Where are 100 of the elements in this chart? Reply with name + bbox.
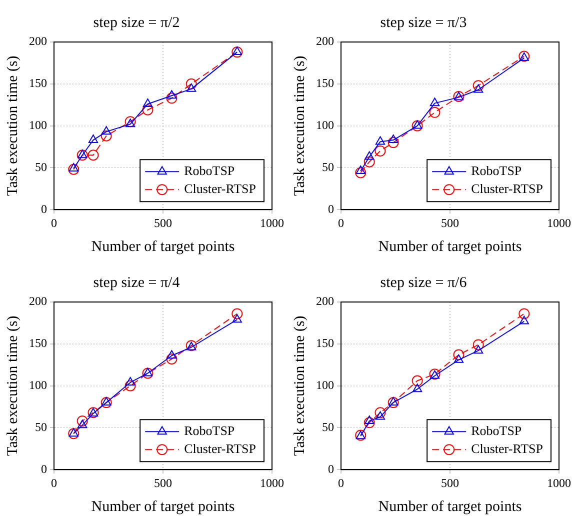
x-tick-label: 1000	[260, 476, 284, 490]
point	[356, 166, 366, 174]
point	[142, 104, 154, 116]
point	[100, 397, 112, 408]
x-axis-title: Number of target points	[91, 498, 235, 515]
point	[388, 134, 398, 144]
point	[166, 90, 177, 99]
point	[125, 376, 136, 386]
y-axis-title: Task execution time (s)	[292, 56, 308, 196]
x-tick-label: 500	[441, 216, 459, 230]
point	[101, 126, 112, 135]
point	[232, 308, 243, 320]
x-axis-title: Number of target points	[378, 498, 522, 515]
y-tick-label: 100	[29, 118, 47, 132]
chart-title: step size = π/3	[380, 14, 467, 31]
point	[412, 375, 423, 386]
point	[374, 407, 386, 418]
point	[388, 397, 399, 408]
legend-label: Cluster-RTSP	[184, 181, 256, 196]
y-tick-label: 150	[316, 336, 334, 350]
legend-label: RoboTSP	[471, 423, 522, 438]
point	[364, 417, 375, 428]
y-tick-label: 0	[328, 462, 334, 476]
chart-title: step size = π/4	[93, 274, 180, 291]
point	[472, 339, 484, 350]
y-tick-label: 0	[328, 202, 334, 216]
x-tick-label: 0	[338, 216, 344, 230]
point	[186, 78, 197, 90]
y-tick-label: 200	[316, 34, 334, 48]
point	[88, 134, 98, 144]
point	[125, 118, 136, 128]
y-axis-title: Task execution time (s)	[4, 56, 21, 196]
x-axis-title: Number of target points	[378, 238, 522, 255]
y-tick-label: 150	[29, 336, 47, 350]
point	[100, 130, 112, 142]
y-tick-label: 100	[29, 378, 47, 392]
point	[101, 397, 112, 406]
point	[364, 415, 374, 424]
legend-label: RoboTSP	[471, 163, 522, 178]
x-tick-label: 1000	[547, 476, 571, 490]
point	[124, 380, 136, 392]
point	[474, 84, 484, 93]
y-tick-label: 100	[316, 118, 334, 132]
point	[430, 98, 440, 106]
x-tick-label: 0	[51, 216, 57, 230]
point	[142, 98, 153, 108]
y-tick-label: 0	[41, 202, 47, 216]
y-tick-label: 0	[41, 462, 47, 476]
point	[472, 80, 484, 92]
x-tick-label: 0	[51, 476, 57, 490]
y-tick-label: 200	[316, 294, 334, 308]
point	[412, 384, 422, 392]
point	[474, 345, 484, 354]
point	[68, 163, 78, 172]
point	[142, 368, 153, 376]
legend-label: Cluster-RTSP	[471, 441, 544, 456]
point	[364, 151, 374, 160]
point	[412, 120, 423, 132]
x-tick-label: 500	[154, 216, 172, 230]
point	[166, 350, 177, 359]
y-tick-label: 150	[29, 76, 47, 90]
y-tick-label: 50	[322, 160, 334, 174]
y-tick-label: 100	[316, 378, 334, 392]
y-axis-title: Task execution time (s)	[4, 316, 21, 456]
x-tick-label: 500	[154, 476, 172, 490]
point	[76, 415, 88, 426]
y-tick-label: 50	[35, 160, 47, 174]
point	[364, 156, 375, 168]
point	[518, 308, 530, 320]
point	[375, 136, 386, 145]
point	[76, 150, 88, 161]
legend-label: Cluster-RTSP	[471, 181, 544, 196]
point	[186, 83, 196, 92]
point	[68, 164, 80, 175]
y-tick-label: 200	[29, 34, 47, 48]
point	[429, 106, 440, 118]
y-tick-label: 150	[316, 76, 334, 90]
point	[232, 314, 242, 323]
point	[166, 92, 178, 104]
point	[355, 167, 366, 178]
chart-title: step size = π/2	[93, 14, 180, 31]
point	[454, 354, 464, 363]
point	[388, 397, 398, 406]
legend-label: RoboTSP	[184, 163, 235, 178]
point	[78, 150, 88, 158]
point	[519, 316, 529, 324]
point	[232, 46, 242, 56]
x-tick-label: 1000	[547, 216, 571, 230]
point	[375, 411, 386, 420]
y-axis-title: Task execution time (s)	[292, 316, 308, 456]
x-tick-label: 500	[441, 476, 459, 490]
point	[374, 145, 386, 156]
point	[68, 428, 80, 440]
point	[166, 353, 178, 364]
point	[388, 137, 399, 148]
legend-label: Cluster-RTSP	[184, 441, 256, 456]
point	[88, 150, 99, 161]
y-tick-label: 50	[322, 420, 334, 434]
point	[142, 368, 154, 379]
point	[68, 428, 78, 437]
